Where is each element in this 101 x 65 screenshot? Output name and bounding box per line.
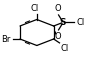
Text: O: O	[54, 32, 61, 41]
Text: Cl: Cl	[76, 18, 84, 27]
Text: Br: Br	[1, 35, 11, 43]
Text: Cl: Cl	[30, 4, 38, 13]
Text: S: S	[60, 18, 66, 27]
Text: Cl: Cl	[61, 44, 69, 53]
Text: O: O	[54, 4, 61, 13]
